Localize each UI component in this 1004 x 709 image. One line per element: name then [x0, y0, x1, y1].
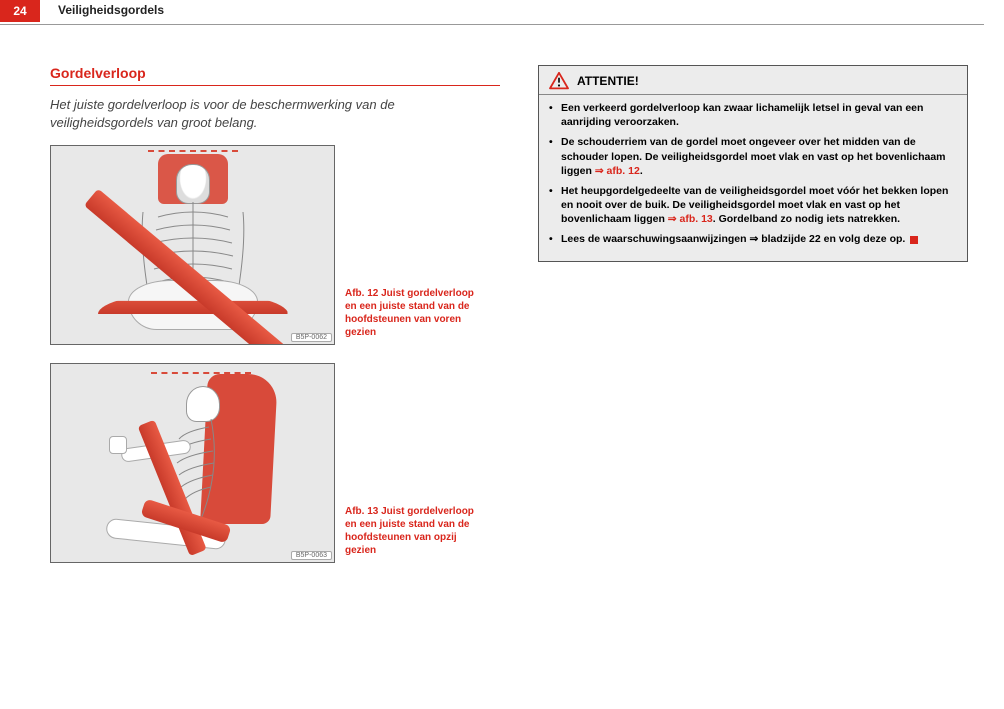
attention-body: Een verkeerd gordelverloop kan zwaar lic…: [539, 95, 967, 261]
attention-header: ATTENTIE!: [539, 66, 967, 95]
figure-13-caption: Afb. 13 Juist gordelverloop en een juist…: [345, 505, 475, 563]
figure-12-caption: Afb. 12 Juist gordelverloop en een juist…: [345, 287, 475, 345]
figure-12-image: B5P-0062: [50, 145, 335, 345]
left-column: Gordelverloop Het juiste gordelverloop i…: [50, 65, 500, 581]
ref-afb-13: ⇒ afb. 13: [668, 213, 713, 225]
warning-triangle-icon: [549, 72, 569, 90]
page-number: 24: [13, 4, 26, 18]
end-marker-icon: [910, 236, 918, 244]
attention-bullet-1: Een verkeerd gordelverloop kan zwaar lic…: [549, 101, 957, 129]
attention-bullet-4: Lees de waarschuwingsaanwijzingen ⇒ blad…: [549, 232, 957, 246]
figure-13-image: B5P-0063: [50, 363, 335, 563]
attention-box: ATTENTIE! Een verkeerd gordelverloop kan…: [538, 65, 968, 262]
page-number-box: 24: [0, 0, 40, 22]
right-column: ATTENTIE! Een verkeerd gordelverloop kan…: [538, 65, 968, 581]
figure-13-block: B5P-0063 Afb. 13 Juist gordelverloop en …: [50, 363, 500, 563]
intro-paragraph: Het juiste gordelverloop is voor de besc…: [50, 96, 500, 131]
ref-afb-12: ⇒ afb. 12: [595, 165, 640, 177]
figure-13-tag: B5P-0063: [291, 551, 332, 560]
page-header: 24 Veiligheidsgordels: [0, 0, 1004, 22]
attention-bullet-3: Het heupgordelgedeelte van de veiligheid…: [549, 184, 957, 227]
attention-title: ATTENTIE!: [577, 74, 639, 88]
figure-12-tag: B5P-0062: [291, 333, 332, 342]
chapter-title: Veiligheidsgordels: [58, 3, 164, 19]
content-area: Gordelverloop Het juiste gordelverloop i…: [0, 25, 1004, 581]
ref-page-22: ⇒ bladzijde 22: [749, 233, 820, 245]
section-title: Gordelverloop: [50, 65, 500, 86]
attention-bullet-2: De schouderriem van de gordel moet ongev…: [549, 135, 957, 178]
figure-12-block: B5P-0062 Afb. 12 Juist gordelverloop en …: [50, 145, 500, 345]
